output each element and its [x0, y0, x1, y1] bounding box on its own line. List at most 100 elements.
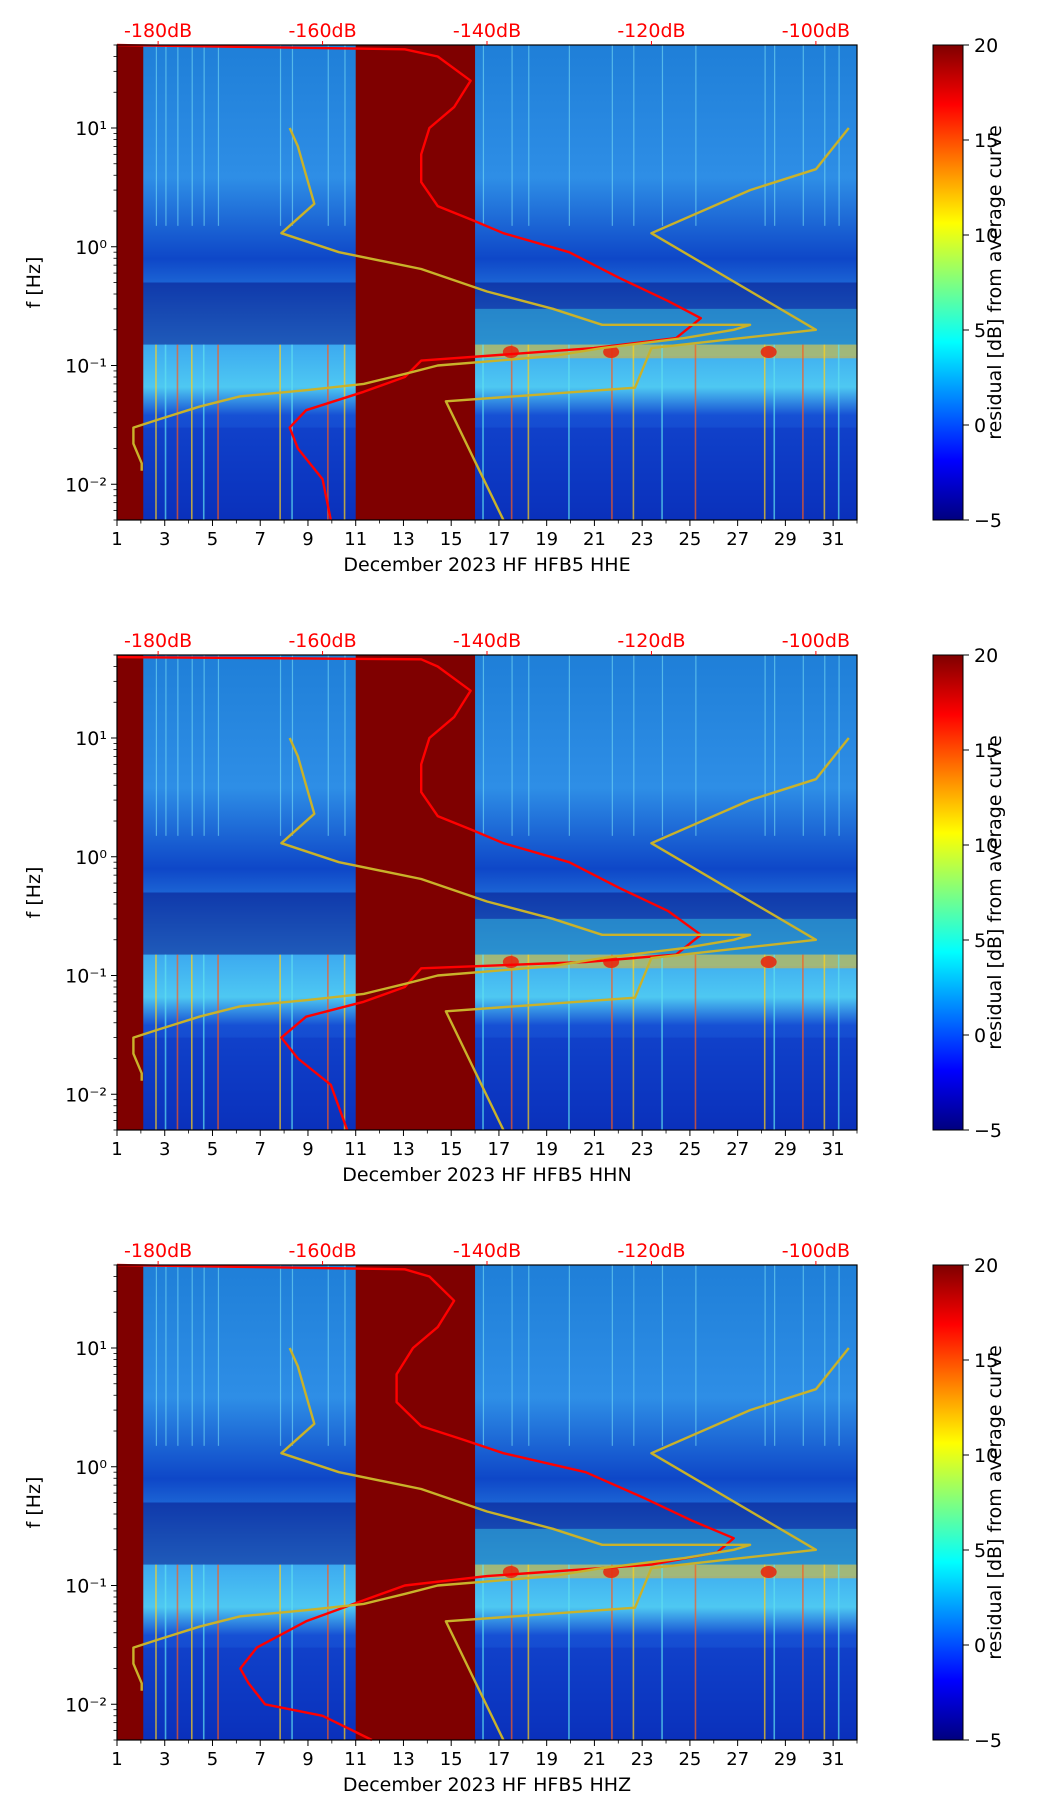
median-psd-curve	[116, 655, 702, 1131]
low-frequency-floor	[117, 427, 857, 520]
transient-streak-hf	[511, 655, 513, 836]
transient-streak	[510, 1564, 513, 1740]
transient-streak	[202, 954, 205, 1130]
transient-streak-hf	[838, 655, 840, 836]
low-frequency-floor	[117, 1647, 857, 1740]
x-tick-label: 31	[822, 1749, 845, 1770]
x-tick-label: 23	[631, 1749, 654, 1770]
y-tick-label: 10⁰	[75, 237, 107, 259]
colorbar-tick-label: 0	[974, 1025, 986, 1047]
transient-streak	[823, 344, 826, 520]
transient-streak	[527, 344, 530, 520]
colorbar-label: residual [dB] from average curve	[984, 1345, 1006, 1660]
transient-streak	[155, 344, 157, 520]
transient-streak-hf	[633, 1265, 635, 1446]
transient-streak-hf	[165, 1265, 167, 1446]
x-axis-label: December 2023 HF HFB5 HHE	[343, 554, 630, 576]
colorbar-tick-label: 10	[974, 1445, 998, 1467]
db-tick-label: -140dB	[453, 1240, 521, 1262]
transient-streak	[482, 344, 484, 520]
transient-streak-hf	[528, 1265, 530, 1446]
transient-streak	[694, 1564, 697, 1740]
transient-streak-hf	[661, 655, 664, 836]
transient-streak	[343, 954, 346, 1130]
x-tick-label: 23	[631, 1139, 654, 1160]
median-psd-curve	[116, 1263, 735, 1742]
transient-streak-hf	[177, 45, 179, 226]
transient-streak-hf	[774, 655, 776, 836]
transient-streak-hf	[217, 45, 220, 226]
noise-model-curve	[444, 737, 850, 1131]
transient-streak-hf	[824, 655, 826, 836]
transient-streak	[611, 954, 613, 1130]
transient-streak	[164, 344, 167, 520]
db-tick-label: -140dB	[453, 630, 521, 652]
transient-streak	[632, 344, 635, 520]
transient-streak-hf	[155, 1265, 157, 1446]
x-tick-label: 9	[302, 529, 313, 550]
colorbar-tick-label: −5	[974, 1730, 1002, 1752]
db-tick-label: -160dB	[288, 20, 356, 42]
transient-streak-hf	[511, 1265, 513, 1446]
colorbar-frame	[932, 654, 964, 1131]
transient-streak-hf	[802, 45, 804, 226]
x-tick-label: 21	[583, 1139, 606, 1160]
x-tick-label: 29	[774, 1749, 797, 1770]
transient-streak-hf	[203, 1265, 205, 1446]
transient-streak	[823, 1564, 826, 1740]
x-axis-label: December 2023 HF HFB5 HHN	[342, 1164, 631, 1186]
transient-streak	[632, 1564, 635, 1740]
x-tick-label: 13	[392, 1749, 415, 1770]
transient-streak-hf	[633, 45, 635, 226]
x-axis-label: December 2023 HF HFB5 HHZ	[343, 1774, 631, 1796]
transient-streak	[661, 344, 663, 520]
transient-streak	[773, 1564, 776, 1740]
transient-streak-hf	[764, 45, 766, 226]
transient-streak-hf	[191, 655, 193, 836]
transient-streak-hf	[165, 655, 167, 836]
transient-streak	[176, 1564, 179, 1740]
transient-streak	[802, 954, 804, 1130]
data-gap	[355, 45, 476, 520]
y-axis-label: f [Hz]	[23, 257, 45, 309]
transient-streak-hf	[774, 45, 776, 226]
y-tick-label: 10¹	[75, 1338, 107, 1360]
transient-streak	[191, 344, 193, 520]
db-tick-label: -100dB	[782, 20, 850, 42]
transient-streak-hf	[203, 45, 205, 226]
transient-streak	[510, 344, 513, 520]
colorbar-tick-label: 0	[974, 1635, 986, 1657]
transient-streak	[763, 1564, 766, 1740]
transient-streak-hf	[633, 655, 635, 836]
transient-streak-hf	[661, 1265, 664, 1446]
quiet-band	[117, 282, 857, 345]
transient-streak-hf	[695, 655, 697, 836]
y-tick-label: 10¹	[75, 118, 107, 140]
x-tick-label: 13	[392, 1139, 415, 1160]
transient-streak-hf	[327, 45, 329, 226]
transient-streak	[527, 1564, 530, 1740]
transient-streak-hf	[327, 655, 329, 836]
db-tick-label: -180dB	[124, 1240, 192, 1262]
transient-streak	[482, 954, 484, 1130]
x-tick-label: 29	[774, 1139, 797, 1160]
transient-streak	[694, 954, 697, 1130]
transient-streak	[327, 954, 329, 1130]
noise-model-curve	[132, 127, 752, 471]
transient-streak	[837, 344, 840, 520]
transient-streak-hf	[155, 655, 157, 836]
transient-streak-hf	[611, 1265, 613, 1446]
db-tick-label: -120dB	[617, 20, 685, 42]
transient-streak-hf	[774, 1265, 776, 1446]
x-tick-label: 9	[302, 1749, 313, 1770]
colorbar-tick-label: 5	[974, 930, 986, 952]
x-tick-label: 25	[678, 1139, 701, 1160]
y-tick-label: 10⁰	[75, 847, 107, 869]
microseism-hotspot	[603, 1565, 620, 1578]
transient-streak-hf	[191, 1265, 193, 1446]
noise-model-curve	[132, 737, 752, 1081]
transient-streak	[217, 954, 219, 1130]
x-tick-label: 31	[822, 529, 845, 550]
transient-streak-hf	[611, 655, 613, 836]
